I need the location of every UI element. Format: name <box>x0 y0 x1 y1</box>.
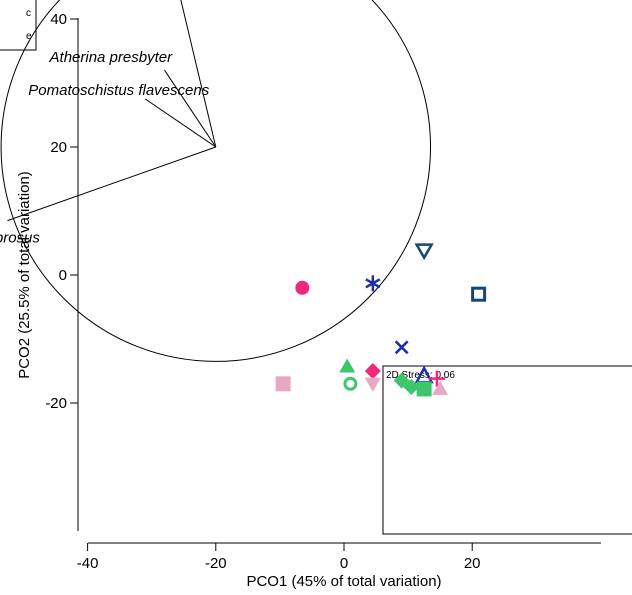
vector-line <box>145 98 217 148</box>
data-points <box>275 243 487 397</box>
data-point-asterisk <box>365 275 381 292</box>
data-point-diamond <box>403 379 420 395</box>
vector-label: Atherina presbyter <box>49 49 174 66</box>
vector-line <box>7 146 216 222</box>
data-point-triangle <box>339 358 356 373</box>
data-point-diamond <box>364 363 381 379</box>
x-tick-label: -20 <box>205 555 227 572</box>
x-tick-label: 20 <box>464 555 481 572</box>
correlation-circle <box>0 0 431 362</box>
y-tick-label: 40 <box>50 11 67 28</box>
x-axis-title: PCO1 (45% of total variation) <box>246 573 441 590</box>
y-tick-label: 20 <box>50 139 67 156</box>
y-tick-label: -20 <box>45 395 67 412</box>
legend-text-2: e <box>26 31 32 42</box>
data-point-square <box>416 381 432 397</box>
legend-text-1: c <box>26 8 31 19</box>
x-tick-label: -40 <box>77 555 99 572</box>
y-tick-label: 0 <box>59 267 67 284</box>
legend-box <box>0 0 37 51</box>
data-point-square-open <box>471 286 487 302</box>
vector-label: Chelon labrosus <box>0 230 40 247</box>
data-point-circle <box>295 280 310 295</box>
data-point-plus <box>428 370 445 387</box>
vector-overlay: Pollachius pollachiusAtherina presbyterP… <box>0 0 431 362</box>
data-point-square <box>275 376 291 392</box>
x-tick-label: 0 <box>340 555 348 572</box>
data-point-triangle-down <box>364 377 381 392</box>
data-point-triangle-down-open <box>414 243 434 261</box>
y-axis-title: PCO2 (25.5% of total variation) <box>16 171 33 379</box>
y-ticks: -200204060 <box>45 11 78 412</box>
data-point-triangle <box>432 380 449 395</box>
data-point-x <box>394 340 409 355</box>
data-point-diamond <box>393 372 410 389</box>
vector-line <box>180 0 217 148</box>
vector-line <box>164 69 217 148</box>
data-point-circle-open <box>343 376 358 391</box>
legend-fragment: c e <box>0 0 37 51</box>
vector-label: Pomatoschistus flavescens <box>28 82 209 99</box>
